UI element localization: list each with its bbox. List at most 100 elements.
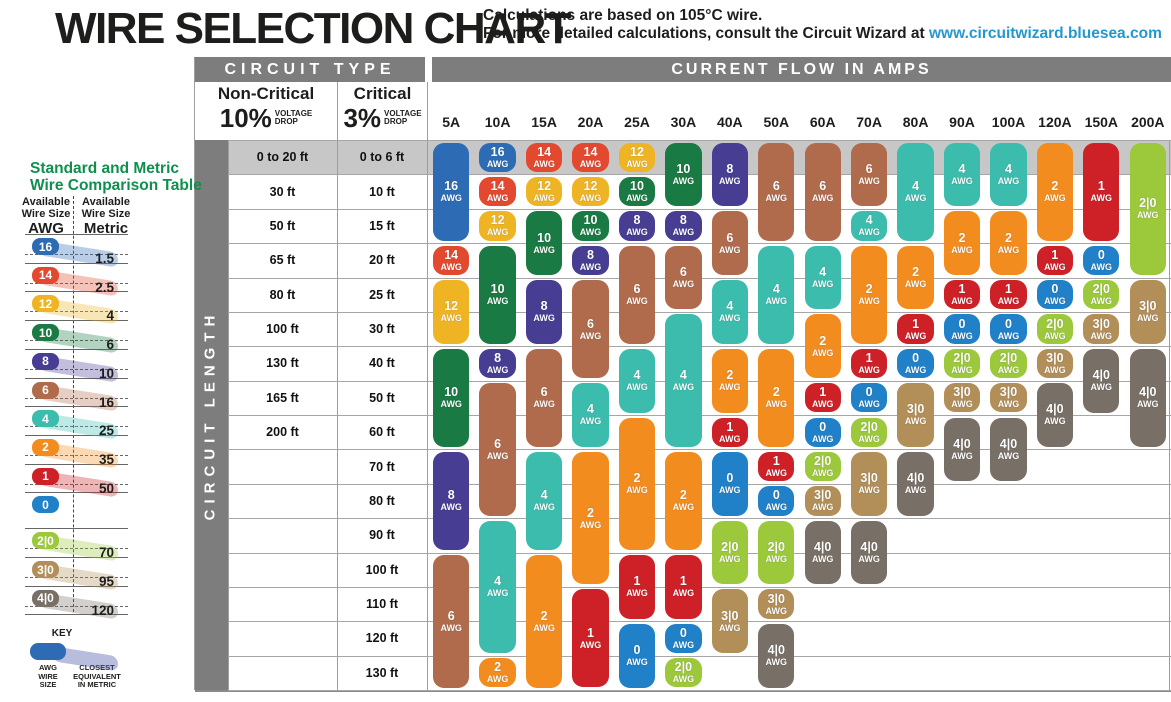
wire-gauge-pill: 0AWG	[1083, 246, 1119, 275]
pill-awg-size: 0	[1005, 318, 1012, 331]
length-label-critical: 25 ft	[337, 278, 427, 312]
amp-column-header: 90A	[939, 114, 985, 130]
pill-awg-size: 4	[773, 283, 780, 296]
length-label-critical: 30 ft	[337, 312, 427, 346]
pill-awg-unit: AWG	[533, 159, 555, 169]
non-critical-title: Non-Critical	[218, 84, 314, 104]
pill-awg-size: 3|0	[953, 386, 970, 399]
length-label-critical: 80 ft	[337, 484, 427, 518]
pill-awg-unit: AWG	[766, 193, 788, 203]
pill-awg-unit: AWG	[719, 434, 741, 444]
wire-gauge-pill: 2|0AWG	[944, 349, 980, 378]
wire-gauge-pill: 8AWG	[433, 452, 469, 550]
pill-awg-size: 8	[587, 249, 594, 262]
pill-awg-unit: AWG	[487, 296, 509, 306]
pill-awg-size: 4	[866, 214, 873, 227]
wire-gauge-pill: 3|0AWG	[851, 452, 887, 516]
wire-gauge-pill: 6AWG	[433, 555, 469, 688]
sidebar-title: Standard and Metric Wire Comparison Tabl…	[30, 160, 202, 194]
pill-awg-size: 4	[587, 403, 594, 416]
pill-awg-size: 2	[1051, 180, 1058, 193]
wire-gauge-pill: 2AWG	[758, 349, 794, 447]
sidebar-awg-pill: 2	[32, 439, 59, 456]
pill-awg-size: 3|0	[1139, 300, 1156, 313]
wire-selection-chart-page: { "header": { "title": "WIRE SELECTION C…	[0, 0, 1171, 702]
wire-gauge-pill: 4AWG	[572, 383, 608, 447]
pill-awg-size: 14	[444, 249, 458, 262]
wire-gauge-pill: 16AWG	[479, 143, 515, 172]
wire-gauge-pill: 1AWG	[990, 280, 1026, 309]
pill-awg-unit: AWG	[1091, 296, 1113, 306]
amp-column-header: 150A	[1078, 114, 1124, 130]
amp-column-header: 50A	[753, 114, 799, 130]
non-critical-pct: 10%	[220, 106, 272, 130]
wire-gauge-pill: 2AWG	[619, 418, 655, 551]
wire-gauge-pill: 2AWG	[479, 658, 515, 687]
pill-awg-size: 1	[819, 386, 826, 399]
wire-gauge-pill: 4|0AWG	[990, 418, 1026, 482]
pill-awg-size: 3|0	[1046, 352, 1063, 365]
wire-gauge-pill: 2|0AWG	[990, 349, 1026, 378]
pill-awg-size: 10	[537, 232, 551, 245]
amp-column-header: 60A	[800, 114, 846, 130]
pill-awg-size: 2|0	[860, 421, 877, 434]
circuit-wizard-link[interactable]: www.circuitwizard.bluesea.com	[929, 25, 1162, 42]
pill-awg-unit: AWG	[626, 382, 648, 392]
wire-gauge-pill: 12AWG	[619, 143, 655, 172]
key-awg-label: AWGWIRESIZE	[28, 664, 68, 690]
pill-awg-size: 4	[1005, 163, 1012, 176]
pill-awg-size: 2	[819, 335, 826, 348]
pill-awg-size: 4|0	[860, 541, 877, 554]
pill-awg-unit: AWG	[1091, 262, 1113, 272]
wire-gauge-pill: 16AWG	[433, 143, 469, 241]
wire-gauge-pill: 2AWG	[944, 211, 980, 275]
pill-awg-unit: AWG	[580, 193, 602, 203]
pill-awg-size: 2	[1005, 232, 1012, 245]
pill-awg-size: 2	[680, 489, 687, 502]
wire-gauge-pill: 1AWG	[572, 589, 608, 687]
wire-gauge-pill: 0AWG	[619, 624, 655, 688]
wire-gauge-pill: 10AWG	[665, 143, 701, 207]
pill-awg-size: 1	[680, 575, 687, 588]
sidebar-metric-value: 95	[74, 574, 114, 589]
sidebar-awg-pill: 8	[32, 353, 59, 370]
pill-awg-size: 4	[680, 369, 687, 382]
pill-awg-size: 6	[587, 318, 594, 331]
wire-gauge-pill: 8AWG	[712, 143, 748, 207]
wire-gauge-pill: 3|0AWG	[1037, 349, 1073, 378]
length-label-critical: 40 ft	[337, 346, 427, 380]
wire-gauge-pill: 6AWG	[572, 280, 608, 378]
pill-awg-unit: AWG	[487, 451, 509, 461]
sidebar-right-header: Available Wire Size	[78, 196, 134, 220]
pill-awg-size: 4|0	[814, 541, 831, 554]
pill-awg-unit: AWG	[626, 296, 648, 306]
pill-awg-unit: AWG	[719, 313, 741, 323]
pill-awg-size: 14	[584, 146, 598, 159]
pill-awg-unit: AWG	[580, 520, 602, 530]
pill-awg-size: 1	[1051, 249, 1058, 262]
pill-awg-size: 4|0	[768, 644, 785, 657]
pill-awg-size: 8	[680, 214, 687, 227]
wire-gauge-pill: 6AWG	[805, 143, 841, 241]
pill-awg-size: 4	[726, 300, 733, 313]
wire-gauge-pill: 8AWG	[526, 280, 562, 344]
sidebar-left-header-l2: Wire Size	[18, 208, 74, 220]
pill-awg-unit: AWG	[533, 623, 555, 633]
pill-awg-unit: AWG	[766, 399, 788, 409]
pill-awg-unit: AWG	[533, 502, 555, 512]
pill-awg-unit: AWG	[1044, 365, 1066, 375]
pill-awg-size: 4|0	[1093, 369, 1110, 382]
wire-gauge-pill: 2|0AWG	[665, 658, 701, 687]
length-label-critical: 110 ft	[337, 587, 427, 621]
sidebar-metric-value: 16	[74, 395, 114, 410]
wire-gauge-pill: 12AWG	[479, 211, 515, 240]
pill-awg-size: 0	[773, 489, 780, 502]
sidebar-right-header-l1: Available	[78, 196, 134, 208]
wire-gauge-pill: 2|0AWG	[1130, 143, 1166, 276]
sidebar-awg-pill: 0	[32, 496, 59, 513]
amp-column-header: 200A	[1125, 114, 1171, 130]
pill-awg-unit: AWG	[766, 606, 788, 616]
sidebar-awg-pill: 4	[32, 410, 59, 427]
pill-awg-size: 12	[584, 180, 598, 193]
pill-awg-unit: AWG	[766, 554, 788, 564]
